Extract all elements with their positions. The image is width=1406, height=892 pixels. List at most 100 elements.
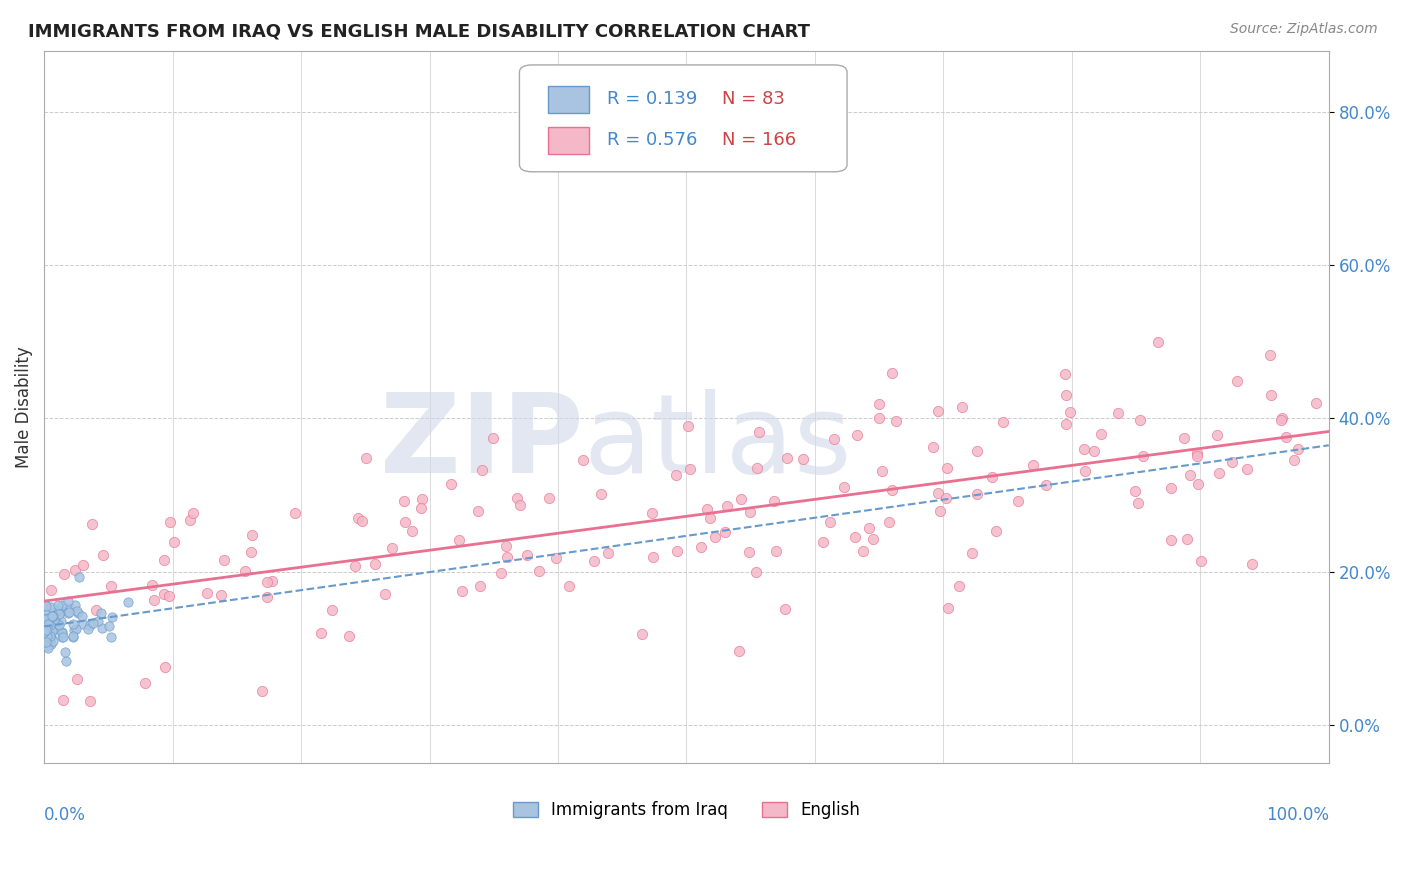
Point — [39, 618, 62, 632]
Point — [56, 606, 79, 620]
Point — [66, 672, 89, 686]
Point — [79, 618, 101, 632]
Point — [394, 515, 416, 529]
Point — [495, 549, 517, 564]
Point — [852, 544, 875, 558]
Point — [66, 604, 89, 618]
Point — [34, 632, 56, 647]
Point — [39, 600, 62, 615]
Point — [39, 582, 62, 597]
Point — [311, 625, 333, 640]
Point — [1007, 494, 1029, 508]
Point — [48, 617, 70, 632]
Point — [690, 541, 713, 555]
Point — [1073, 442, 1095, 456]
Point — [51, 599, 73, 613]
Point — [922, 440, 945, 454]
Point — [48, 603, 70, 617]
Point — [1160, 533, 1182, 548]
Point — [481, 431, 503, 445]
Point — [868, 410, 890, 425]
FancyBboxPatch shape — [519, 65, 846, 172]
Point — [37, 624, 59, 638]
Point — [572, 452, 595, 467]
Point — [1090, 427, 1112, 442]
Point — [1178, 467, 1201, 482]
Point — [48, 607, 70, 621]
Point — [250, 683, 273, 698]
Point — [39, 631, 62, 645]
Point — [39, 629, 62, 643]
Point — [1206, 428, 1229, 442]
Legend: Immigrants from Iraq, English: Immigrants from Iraq, English — [506, 795, 866, 826]
Text: 0.0%: 0.0% — [44, 805, 86, 824]
FancyBboxPatch shape — [548, 127, 589, 154]
Point — [41, 608, 63, 623]
Point — [51, 614, 73, 628]
Point — [1160, 481, 1182, 495]
Point — [44, 605, 66, 619]
Point — [1282, 452, 1305, 467]
Point — [98, 618, 121, 632]
Point — [65, 598, 87, 612]
Point — [72, 558, 94, 572]
Point — [451, 584, 474, 599]
Point — [34, 624, 56, 638]
Point — [747, 461, 769, 475]
Point — [471, 463, 494, 477]
Text: N = 166: N = 166 — [723, 131, 797, 150]
Point — [51, 604, 73, 618]
Point — [38, 631, 60, 645]
Point — [1054, 388, 1077, 402]
Point — [374, 586, 396, 600]
Point — [868, 396, 890, 410]
Point — [882, 483, 904, 497]
Point — [468, 579, 491, 593]
Point — [984, 524, 1007, 538]
Point — [738, 544, 761, 558]
Point — [46, 598, 69, 612]
Point — [527, 564, 550, 578]
Point — [1189, 554, 1212, 568]
Point — [76, 622, 98, 636]
Point — [343, 559, 366, 574]
Point — [716, 499, 738, 513]
Point — [1220, 455, 1243, 469]
Point — [364, 557, 387, 571]
Point — [41, 609, 63, 624]
Text: N = 83: N = 83 — [723, 90, 786, 108]
Point — [34, 612, 56, 626]
Text: R = 0.139: R = 0.139 — [607, 90, 697, 108]
Point — [1185, 446, 1208, 460]
Point — [776, 450, 799, 465]
Point — [39, 629, 62, 643]
Point — [1187, 477, 1209, 491]
Point — [870, 464, 893, 478]
Point — [727, 644, 749, 658]
Point — [163, 534, 186, 549]
Point — [37, 611, 59, 625]
Point — [352, 514, 374, 528]
Point — [34, 626, 56, 640]
Point — [179, 513, 201, 527]
Point — [100, 610, 122, 624]
Point — [37, 614, 59, 628]
Point — [284, 506, 307, 520]
Point — [86, 603, 108, 617]
Point — [62, 616, 84, 631]
Point — [55, 654, 77, 668]
Point — [1147, 335, 1170, 350]
Point — [927, 403, 949, 417]
Point — [1271, 411, 1294, 425]
Point — [34, 623, 56, 637]
FancyBboxPatch shape — [548, 86, 589, 112]
Point — [665, 467, 688, 482]
Point — [411, 500, 433, 515]
Point — [713, 524, 735, 539]
Point — [321, 603, 343, 617]
Point — [65, 622, 87, 636]
Point — [927, 486, 949, 500]
Point — [37, 607, 59, 621]
Point — [936, 601, 959, 615]
Point — [157, 589, 180, 603]
